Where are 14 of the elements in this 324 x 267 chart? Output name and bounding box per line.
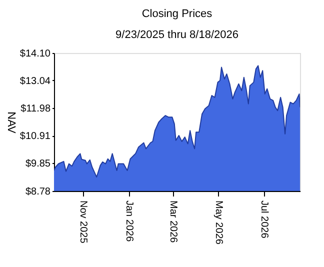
y-tick-label: $13.04 <box>20 76 51 87</box>
x-tick-label: Jul 2026 <box>258 200 270 239</box>
chart-subtitle: 9/23/2025 thru 8/18/2026 <box>116 29 238 41</box>
x-tick-label: Mar 2026 <box>167 200 178 244</box>
y-tick-label: $11.98 <box>20 103 51 114</box>
y-tick-label: $8.78 <box>25 186 51 198</box>
x-tick-label: Nov 2025 <box>78 200 89 244</box>
y-tick-label: $10.91 <box>20 131 51 142</box>
x-tick-label: Jan 2026 <box>123 200 134 242</box>
y-axis-title: NAV <box>4 112 17 134</box>
y-tick-label: $14.10 <box>20 48 51 60</box>
chart-title: Closing Prices <box>142 8 213 20</box>
y-tick-label: $9.85 <box>25 158 51 170</box>
x-tick-label: May 2026 <box>213 200 224 245</box>
